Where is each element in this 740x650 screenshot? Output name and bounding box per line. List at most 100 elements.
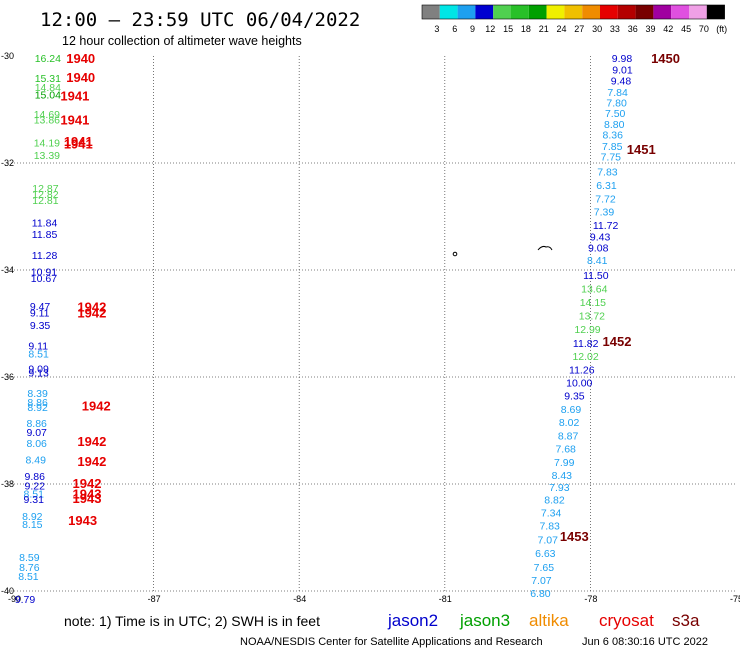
colorbar-swatch (582, 5, 600, 19)
wave-height-label: 10.67 (31, 273, 57, 285)
wave-height-label: 10.00 (566, 377, 592, 389)
y-tick-label: -34 (1, 265, 14, 275)
colorbar-swatch (653, 5, 672, 19)
wave-height-label: 7.72 (595, 193, 616, 205)
colorbar-label: 18 (521, 24, 531, 34)
wave-height-label: 8.43 (552, 470, 573, 482)
colorbar-swatch (617, 5, 636, 19)
colorbar-label: 39 (645, 24, 655, 34)
colorbar-label: 45 (681, 24, 691, 34)
wave-height-label: 9.43 (590, 231, 611, 243)
wave-height-label: 11.26 (569, 365, 595, 377)
wave-height-label: 15.04 (35, 90, 61, 102)
colorbar-swatch (546, 5, 565, 19)
colorbar-label: 9 (470, 24, 475, 34)
wave-height-label: 9.35 (30, 320, 51, 332)
time-label: 1941 (60, 113, 89, 128)
land-features (452, 245, 553, 257)
time-label: 1451 (627, 142, 656, 157)
wave-height-label: 7.34 (541, 507, 562, 519)
wave-height-label: 7.39 (594, 207, 615, 219)
colorbar-label: 33 (610, 24, 620, 34)
x-tick-label: -81 (439, 594, 452, 604)
colorbar-swatch (422, 5, 440, 19)
wave-height-label: 16.24 (35, 53, 61, 65)
wave-height-label: 6.31 (596, 180, 617, 192)
wave-height-values: 9.989.019.487.847.807.508.808.367.857.75… (15, 53, 633, 606)
axis-ticks: -90 -87 -84 -81 -78 -75 -30 -32 -34 -36 -38 -40 (1, 51, 740, 604)
chart-title: 12:00 — 23:59 UTC 06/04/2022 (40, 9, 360, 31)
time-label: 1942 (73, 476, 102, 491)
wave-height-label: 12.82 (32, 189, 58, 201)
wave-height-label: 7.68 (555, 444, 576, 456)
wave-height-label: 9.08 (588, 243, 609, 255)
colorbar-swatch (528, 5, 547, 19)
colorbar-label: 12 (485, 24, 495, 34)
wave-height-label: 9.47 (30, 301, 51, 313)
wave-height-label: 9.86 (25, 471, 46, 483)
wave-height-label: 14.19 (34, 138, 60, 150)
satellite-legend-item: s3a (672, 611, 700, 630)
time-label: 1943 (73, 491, 102, 506)
time-label: 1942 (77, 434, 106, 449)
wave-height-label: 12.81 (32, 195, 58, 207)
wave-height-label: 15.31 (35, 73, 61, 85)
wave-height-label: 8.51 (28, 348, 49, 360)
time-label: 1940 (66, 70, 95, 85)
wave-height-label: 9.31 (24, 494, 45, 506)
wave-height-label: 9.98 (612, 53, 633, 65)
wave-height-label: 11.84 (32, 217, 58, 229)
wave-height-label: 8.82 (544, 495, 565, 507)
wave-height-label: 11.85 (32, 229, 58, 241)
colorbar-label: 27 (574, 24, 584, 34)
colorbar-label: 70 (699, 24, 709, 34)
colorbar-swatch (475, 5, 494, 19)
wave-height-label: 7.80 (606, 98, 627, 110)
colorbar-swatch (600, 5, 618, 19)
time-labels: 1940194019411941194119411942194219421942… (60, 51, 680, 544)
colorbar-swatch (439, 5, 458, 19)
wave-height-label: 14.15 (580, 297, 606, 309)
colorbar-swatch (457, 5, 476, 19)
colorbar-label: 42 (663, 24, 673, 34)
wave-height-label: 11.28 (32, 250, 58, 262)
wave-height-label: 7.07 (537, 535, 558, 547)
wave-height-label: 8.92 (22, 511, 43, 523)
plot-grid (8, 56, 736, 592)
wave-height-label: 7.85 (602, 141, 623, 153)
wave-height-label: 11.72 (593, 220, 619, 232)
wave-height-label: 8.80 (604, 119, 625, 131)
wave-height-label: 7.83 (539, 521, 560, 533)
wave-height-label: 9.79 (15, 594, 36, 606)
time-label: 1942 (77, 454, 106, 469)
colorbar-swatch (564, 5, 583, 19)
y-tick-label: -32 (1, 158, 14, 168)
colorbar-label: 6 (452, 24, 457, 34)
wave-height-label: 8.41 (587, 255, 608, 267)
colorbar-swatch (706, 5, 725, 19)
colorbar-swatch (689, 5, 707, 19)
colorbar-label: (ft) (716, 24, 727, 34)
y-tick-label: -30 (1, 51, 14, 61)
x-tick-label: -84 (293, 594, 306, 604)
footer-note: note: 1) Time is in UTC; 2) SWH is in fe… (64, 613, 320, 629)
wave-height-label: 7.75 (601, 152, 622, 164)
wave-height-label: 8.06 (26, 438, 47, 450)
satellite-legend-item: cryosat (599, 611, 654, 630)
colorbar-label: 30 (592, 24, 602, 34)
time-label: 1453 (560, 529, 589, 544)
x-tick-label: -75 (730, 594, 740, 604)
time-label: 1943 (73, 487, 102, 502)
colorbar-swatch (511, 5, 529, 19)
island-marker (537, 245, 553, 251)
wave-height-label: 9.01 (612, 64, 633, 76)
wave-height-label: 12.87 (32, 183, 58, 195)
colorbar-label: 21 (539, 24, 549, 34)
wave-height-label: 8.36 (603, 130, 624, 142)
island-marker (452, 251, 458, 257)
wave-height-label: 8.51 (24, 489, 45, 501)
timestamp-text: Jun 6 08:30:16 UTC 2022 (582, 636, 708, 648)
wave-height-label: 8.39 (27, 388, 48, 400)
wave-height-label: 8.02 (559, 417, 580, 429)
